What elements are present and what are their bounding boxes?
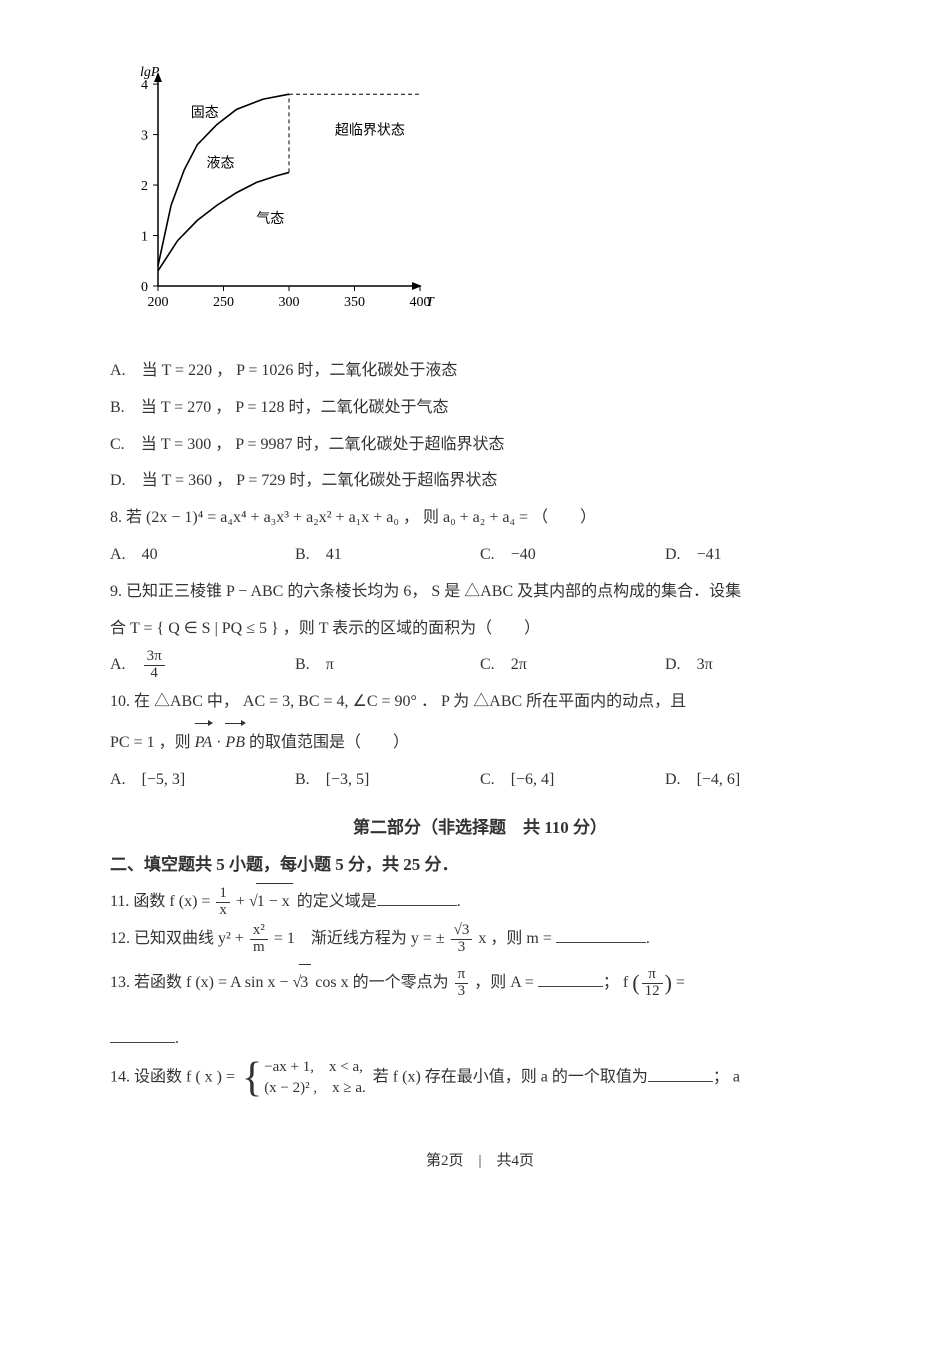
- svg-text:气态: 气态: [256, 211, 284, 227]
- q10-option-a: A. [−5, 3]: [110, 762, 295, 799]
- q8-option-b: B. 41: [295, 537, 480, 574]
- q10-option-c: C. [−6, 4]: [480, 762, 665, 799]
- q8-option-a: A. 40: [110, 537, 295, 574]
- blank: [648, 1065, 713, 1082]
- q8-option-d: D. −41: [665, 537, 850, 574]
- q7-option-d: D. 当 T = 360 ， P = 729 时，二氧化碳处于超临界状态: [110, 463, 850, 500]
- svg-text:4: 4: [141, 78, 148, 93]
- svg-text:lgP: lgP: [140, 65, 160, 80]
- vec-pb: PB: [225, 721, 245, 762]
- q9-options: A. 3π4 B. π C. 2π D. 3π: [110, 647, 850, 684]
- q12: 12. 已知双曲线 y² + x²m = 1 渐近线方程为 y = ± √33 …: [110, 921, 850, 958]
- svg-text:0: 0: [141, 280, 148, 295]
- q10-line2: PC = 1 ，则 PA · PB 的取值范围是（ ）: [110, 721, 850, 762]
- svg-text:固态: 固态: [191, 105, 219, 121]
- phase-diagram: 20025030035040001234lgPT固态液态气态超临界状态: [110, 60, 850, 325]
- svg-text:300: 300: [279, 295, 300, 310]
- svg-text:液态: 液态: [206, 155, 234, 171]
- q13-line2: .: [110, 1021, 850, 1058]
- q10-line1: 10. 在 △ABC 中， AC = 3, BC = 4, ∠C = 90° ．…: [110, 684, 850, 721]
- q8-options: A. 40 B. 41 C. −40 D. −41: [110, 537, 850, 574]
- q11: 11. 函数 f (x) = 1x + √1 − x 的定义域是.: [110, 883, 850, 921]
- q10-option-b: B. [−3, 5]: [295, 762, 480, 799]
- phase-diagram-svg: 20025030035040001234lgPT固态液态气态超临界状态: [110, 60, 440, 320]
- svg-text:超临界状态: 超临界状态: [335, 123, 405, 139]
- blank: [538, 970, 603, 987]
- q9-option-c: C. 2π: [480, 647, 665, 684]
- q9-line2: 合 T = { Q ∈ S | PQ ≤ 5 } ，则 T 表示的区域的面积为（…: [110, 611, 850, 648]
- q7-option-a: A. 当 T = 220 ， P = 1026 时，二氧化碳处于液态: [110, 353, 850, 390]
- q10-options: A. [−5, 3] B. [−3, 5] C. [−6, 4] D. [−4,…: [110, 762, 850, 799]
- piecewise: { −ax + 1, x < a, (x − 2)² , x ≥ a.: [242, 1057, 366, 1099]
- svg-text:2: 2: [141, 179, 148, 194]
- blank: [110, 1026, 175, 1043]
- q7-option-b: B. 当 T = 270 ， P = 128 时，二氧化碳处于气态: [110, 390, 850, 427]
- q7-option-c: C. 当 T = 300 ， P = 9987 时，二氧化碳处于超临界状态: [110, 427, 850, 464]
- blank: [556, 926, 646, 943]
- part2-header: 第二部分（非选择题 共 110 分）: [110, 809, 850, 846]
- q14: 14. 设函数 f ( x ) = { −ax + 1, x < a, (x −…: [110, 1057, 850, 1099]
- svg-text:350: 350: [344, 295, 365, 310]
- page-footer: 第2页 | 共4页: [110, 1149, 850, 1170]
- svg-text:T: T: [426, 295, 435, 310]
- q9-option-b: B. π: [295, 647, 480, 684]
- q13-line1: 13. 若函数 f (x) = A sin x − √3 cos x 的一个零点…: [110, 958, 850, 1009]
- q9-line1: 9. 已知正三棱锥 P − ABC 的六条棱长均为 6， S 是 △ABC 及其…: [110, 574, 850, 611]
- blank: [377, 889, 457, 906]
- svg-text:3: 3: [141, 129, 148, 144]
- q10-option-d: D. [−4, 6]: [665, 762, 850, 799]
- svg-text:1: 1: [141, 230, 148, 245]
- svg-text:250: 250: [213, 295, 234, 310]
- q9-option-a: A. 3π4: [110, 647, 295, 684]
- svg-text:200: 200: [148, 295, 169, 310]
- q9-option-d: D. 3π: [665, 647, 850, 684]
- q8-option-c: C. −40: [480, 537, 665, 574]
- q8-stem: 8. 若 (2x − 1)⁴ = a₄x⁴ + a₃x³ + a₂x² + a₁…: [110, 500, 850, 537]
- part2-subheader: 二、填空题共 5 小题，每小题 5 分，共 25 分．: [110, 846, 850, 883]
- vec-pa: PA: [195, 721, 212, 762]
